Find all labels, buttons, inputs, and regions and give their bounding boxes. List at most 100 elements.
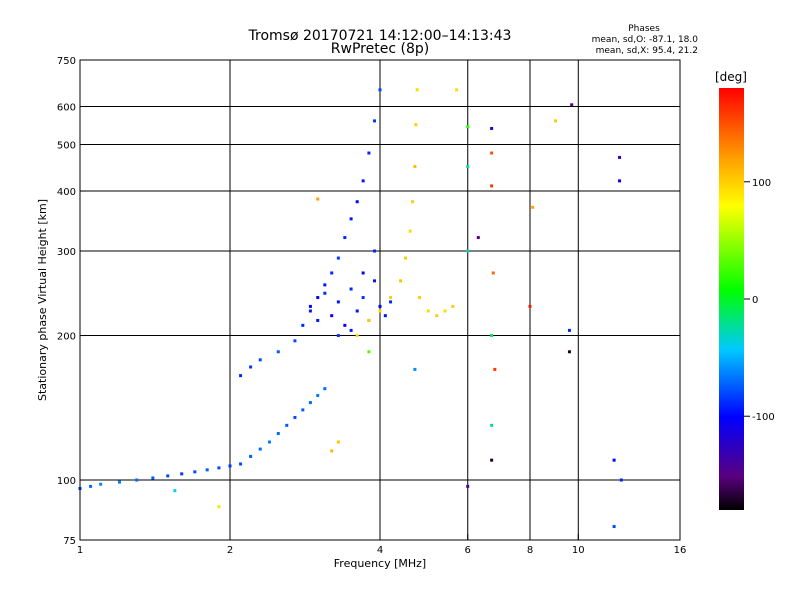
data-point [343,323,347,327]
data-point [618,155,622,159]
data-point [330,314,334,318]
data-point [336,440,340,444]
x-tick-label: 1 [77,545,83,556]
data-point [336,300,340,304]
data-point [316,394,320,398]
data-point [567,328,571,332]
colorbar-label: [deg] [715,70,747,84]
colorbar-tick-label: 100 [752,178,771,189]
y-tick-label: 600 [57,103,76,114]
data-point [173,489,177,493]
data-point [99,482,103,486]
x-tick-label: 4 [377,545,383,556]
colorbar [719,88,744,510]
data-point [378,88,382,92]
x-tick-label: 2 [227,545,233,556]
data-point [205,468,209,472]
data-point [378,309,382,313]
colorbar-ticks: 100 0 -100 [744,178,775,423]
data-point [330,271,334,275]
data-point [455,88,459,92]
axis-ticks: 1 2 4 6 8 10 16 75 100 200 300 400 500 600 750 [57,56,686,556]
colorbar-tick-label: -100 [752,412,775,423]
data-point [355,200,359,204]
data-point [249,454,253,458]
data-point [323,283,327,287]
colorbar-tick-label: 0 [752,295,758,306]
data-point [490,334,494,338]
data-point [349,217,353,221]
chart-title: Tromsø 20170721 14:12:00–14:13:43 [248,28,512,44]
data-point [355,309,359,313]
phases-title: Phases [628,24,660,34]
data-point [217,466,221,470]
data-point [89,484,93,488]
data-point [466,125,470,129]
data-point [426,309,430,313]
data-point [367,350,371,354]
data-point [490,184,494,188]
data-point [316,318,320,322]
data-point [466,164,470,168]
data-point [217,505,221,509]
data-point [361,179,365,183]
scatter-points [78,88,623,529]
y-tick-label: 750 [57,56,76,67]
data-point [336,334,340,338]
data-point [258,358,262,362]
data-point [612,458,616,462]
y-tick-label: 400 [57,187,76,198]
data-point [301,323,305,327]
data-point [403,256,407,260]
data-point [355,334,359,338]
y-tick-label: 200 [57,332,76,343]
data-point [336,256,340,260]
y-tick-label: 500 [57,141,76,152]
y-tick-label: 100 [57,476,76,487]
data-point [349,328,353,332]
data-point [239,462,243,466]
data-point [117,480,121,484]
y-tick-label: 75 [63,536,76,547]
data-point [166,474,170,478]
data-point [267,440,271,444]
grid-lines [80,60,680,540]
data-point [361,271,365,275]
data-point [316,296,320,300]
data-point [361,296,365,300]
data-point [466,249,470,253]
data-point [228,464,232,468]
data-point [383,314,387,318]
data-point [415,88,419,92]
data-point [249,365,253,369]
x-tick-label: 6 [465,545,471,556]
data-point [451,304,455,308]
data-point [476,236,480,240]
y-tick-label: 300 [57,247,76,258]
data-point [553,119,557,123]
data-point [276,432,280,436]
data-point [193,470,197,474]
data-point [466,484,470,488]
data-point [399,279,403,283]
data-point [528,304,532,308]
data-point [619,478,623,482]
data-point [293,415,297,419]
data-point [301,408,305,412]
data-point [180,472,184,476]
data-point [414,123,418,127]
data-point [618,179,622,183]
y-axis-label: Stationary phase Virtual Height [km] [36,199,49,401]
data-point [323,291,327,295]
data-point [367,151,371,155]
data-point [389,296,393,300]
data-point [531,205,535,209]
data-point [570,103,574,107]
data-point [323,387,327,391]
data-point [316,197,320,201]
data-point [443,309,447,313]
data-point [367,318,371,322]
data-point [491,271,495,275]
data-point [435,314,439,318]
